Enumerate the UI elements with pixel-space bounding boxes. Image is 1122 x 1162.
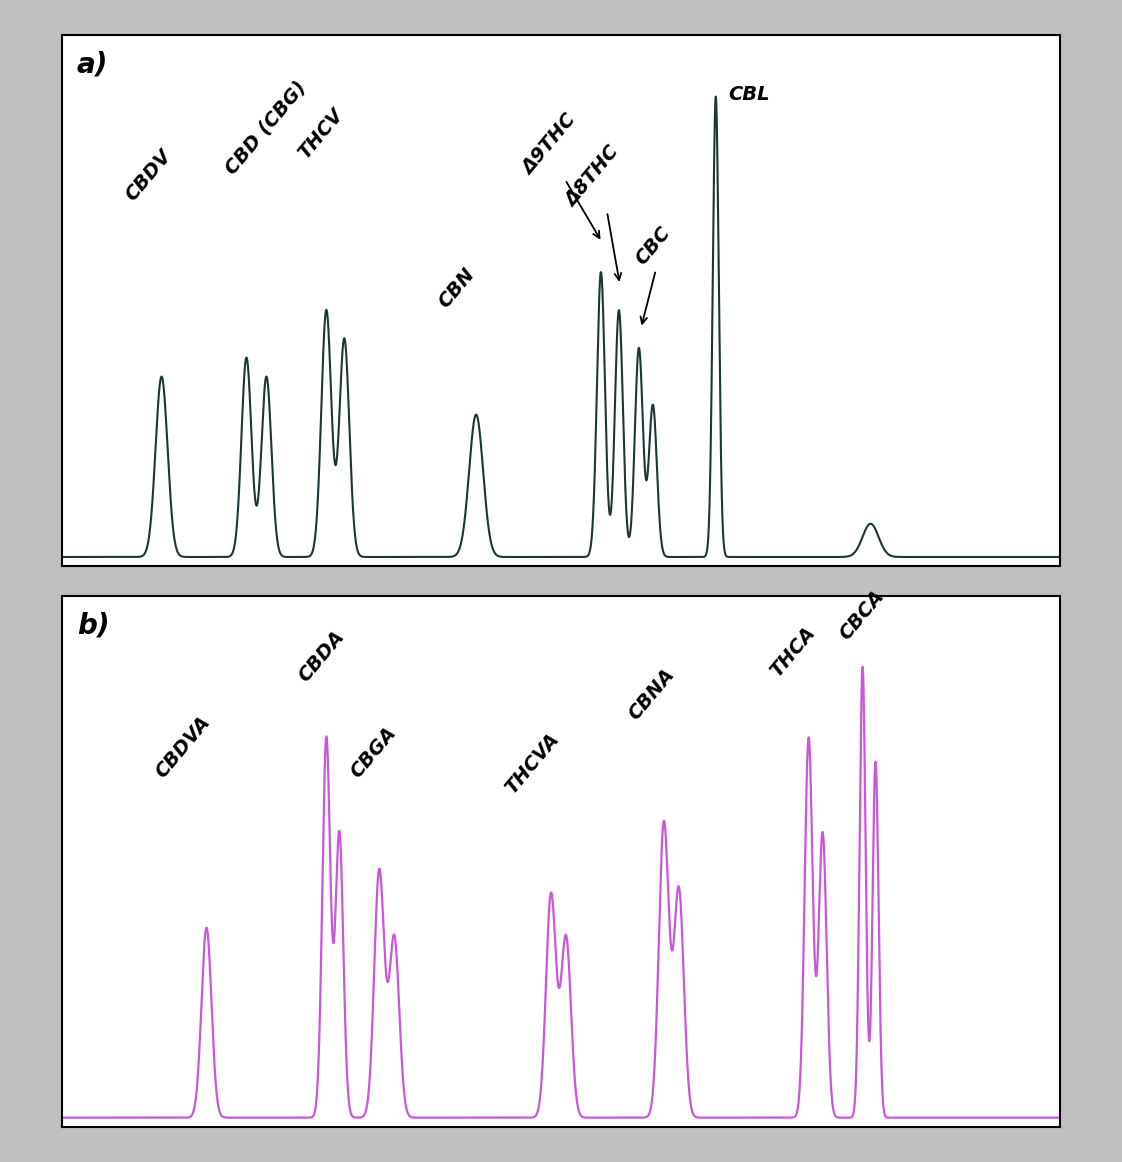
Text: CBN: CBN xyxy=(434,264,478,311)
Text: THCV: THCV xyxy=(295,105,348,163)
Text: b): b) xyxy=(76,611,109,639)
Text: Δ8THC: Δ8THC xyxy=(561,143,623,210)
Text: CBD (CBG): CBD (CBG) xyxy=(222,78,311,179)
Text: CBDV: CBDV xyxy=(122,146,175,205)
Text: CBC: CBC xyxy=(632,223,673,268)
Text: CBL: CBL xyxy=(729,85,771,103)
Text: CBDA: CBDA xyxy=(295,627,348,686)
Text: Δ9THC: Δ9THC xyxy=(518,110,580,179)
Text: THCA: THCA xyxy=(766,623,819,681)
Text: CBGA: CBGA xyxy=(347,723,401,782)
Text: CBNA: CBNA xyxy=(624,665,678,723)
Text: THCVA: THCVA xyxy=(502,730,563,797)
Text: CBCA: CBCA xyxy=(836,587,889,644)
Text: CBDVA: CBDVA xyxy=(151,712,214,782)
Text: a): a) xyxy=(76,51,108,79)
